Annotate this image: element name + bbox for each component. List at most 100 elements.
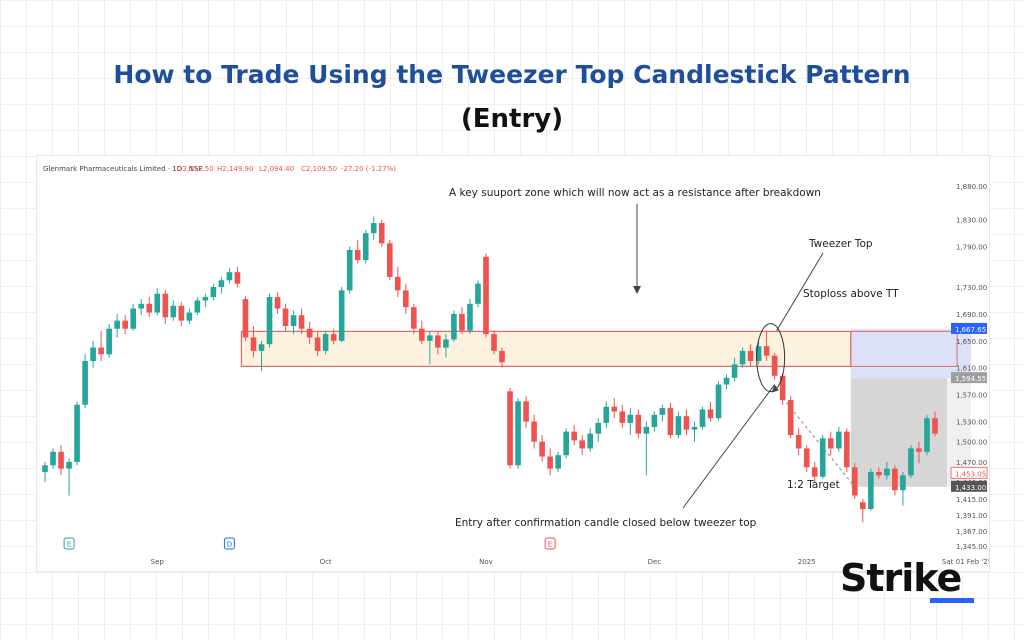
stoploss-zone bbox=[850, 328, 972, 379]
candle-83 bbox=[707, 401, 714, 422]
candle-body bbox=[739, 350, 746, 365]
candle-107 bbox=[900, 472, 906, 506]
candle-29 bbox=[274, 292, 281, 314]
candle-body bbox=[218, 280, 225, 287]
entry-arrow bbox=[682, 384, 776, 509]
candle-13 bbox=[146, 297, 153, 318]
candle-body bbox=[667, 408, 674, 435]
tweezer-top-pointer bbox=[776, 252, 824, 331]
candle-body bbox=[811, 467, 818, 477]
candle-17 bbox=[178, 301, 185, 327]
candle-43 bbox=[386, 239, 393, 281]
candle-72 bbox=[619, 404, 626, 429]
candle-10 bbox=[122, 315, 128, 335]
candle-body bbox=[274, 297, 281, 309]
candle-body bbox=[66, 461, 72, 469]
candle-body bbox=[370, 223, 377, 234]
candle-body bbox=[835, 431, 842, 449]
candle-body bbox=[852, 467, 858, 496]
candle-50 bbox=[443, 334, 449, 358]
candle-7 bbox=[98, 330, 104, 361]
candle-body bbox=[234, 272, 241, 284]
candle-body bbox=[571, 431, 577, 441]
candle-27 bbox=[258, 340, 265, 372]
candle-82 bbox=[699, 406, 706, 430]
candle-49 bbox=[435, 331, 441, 355]
candle-110 bbox=[924, 414, 930, 456]
y-tick-label: 1,650.00 bbox=[956, 338, 987, 346]
candle-11 bbox=[130, 303, 137, 331]
candle-body bbox=[74, 404, 80, 462]
candle-body bbox=[908, 448, 914, 476]
candle-35 bbox=[322, 330, 329, 355]
candle-body bbox=[170, 305, 177, 318]
candle-body bbox=[627, 414, 634, 423]
candle-body bbox=[523, 401, 529, 422]
candle-body bbox=[330, 334, 337, 341]
candle-97 bbox=[819, 435, 826, 479]
candle-body bbox=[635, 414, 642, 434]
y-tick-label: 1,610.00 bbox=[956, 365, 987, 373]
candle-86 bbox=[731, 357, 738, 382]
candle-body bbox=[362, 233, 369, 261]
candle-56 bbox=[491, 330, 497, 355]
candle-26 bbox=[250, 326, 257, 358]
candle-body bbox=[451, 313, 457, 340]
x-tick-label: Sat 01 Feb '25 bbox=[942, 558, 989, 566]
y-tick-label: 1,530.00 bbox=[956, 419, 987, 427]
candle-body bbox=[250, 337, 257, 351]
candle-body bbox=[779, 375, 786, 401]
candle-51 bbox=[451, 310, 457, 343]
price-label-box bbox=[950, 466, 988, 479]
candle-88 bbox=[747, 344, 754, 367]
candle-body bbox=[795, 435, 802, 449]
candle-body bbox=[146, 303, 153, 313]
y-tick-label: 1,730.00 bbox=[956, 284, 987, 292]
ohlc-change: -27.20 (-1.27%) bbox=[341, 165, 396, 173]
chart-panel[interactable]: 1,880.00 1,830.00 1,790.00 1,730.00 1,690.00… bbox=[36, 155, 990, 572]
candle-109 bbox=[916, 441, 922, 464]
candle-body bbox=[900, 475, 906, 491]
y-tick-label: 1,470.00 bbox=[956, 459, 987, 467]
candle-body bbox=[42, 465, 48, 472]
candle-23 bbox=[226, 268, 233, 284]
chart-header: Glenmark Pharmaceuticals Limited · 1D · … bbox=[43, 165, 203, 173]
candle-body bbox=[411, 307, 417, 329]
price-label-box bbox=[951, 480, 987, 492]
candle-body bbox=[202, 297, 209, 301]
candle-36 bbox=[330, 328, 337, 345]
y-tick-label: 1,790.00 bbox=[956, 244, 987, 252]
candle-body bbox=[603, 406, 610, 423]
candle-body bbox=[924, 418, 930, 452]
candle-58 bbox=[507, 387, 513, 469]
candle-1 bbox=[50, 448, 56, 469]
tweezer-top-ellipse bbox=[756, 323, 786, 393]
candle-body bbox=[860, 502, 866, 509]
candle-60 bbox=[523, 395, 529, 429]
candle-body bbox=[475, 283, 481, 304]
candle-body bbox=[595, 422, 602, 434]
candle-78 bbox=[667, 402, 674, 439]
candle-54 bbox=[475, 280, 481, 308]
page-title: How to Trade Using the Tweezer Top Candl… bbox=[113, 60, 911, 89]
candle-12 bbox=[138, 299, 145, 316]
candle-body bbox=[611, 406, 618, 412]
y-tick-label: 1,880.00 bbox=[956, 183, 987, 191]
candle-body bbox=[459, 313, 465, 331]
candle-38 bbox=[346, 246, 353, 294]
candle-body bbox=[619, 411, 626, 423]
candle-80 bbox=[683, 409, 690, 435]
candle-30 bbox=[282, 303, 289, 331]
candle-body bbox=[547, 456, 553, 469]
candle-body bbox=[114, 320, 120, 329]
candlestick-chart[interactable]: 1,880.00 1,830.00 1,790.00 1,730.00 1,690.00… bbox=[37, 156, 989, 571]
candle-37 bbox=[338, 287, 345, 343]
ohlc-close: C2,109.50 bbox=[301, 165, 337, 173]
candle-106 bbox=[892, 465, 898, 496]
entry-annotation: Entry after confirmation candle closed b… bbox=[455, 517, 757, 529]
y-tick-label: 1,500.00 bbox=[956, 439, 987, 447]
candle-body bbox=[58, 451, 64, 469]
entry-arrowhead bbox=[771, 384, 779, 393]
candle-100 bbox=[843, 428, 850, 472]
candle-body bbox=[555, 455, 561, 469]
